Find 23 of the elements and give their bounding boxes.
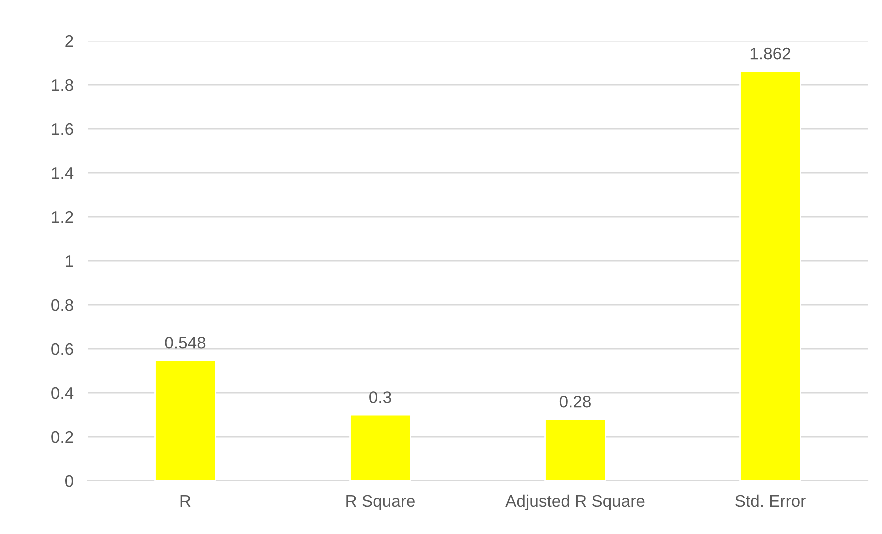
bar — [154, 360, 216, 481]
data-label: 0.3 — [370, 392, 392, 404]
data-label: 0.548 — [165, 337, 206, 349]
x-tick-label: Adjusted R Square — [506, 494, 645, 510]
y-tick-label: 1 — [66, 256, 74, 268]
data-label: 0.28 — [560, 396, 591, 408]
y-tick-label: 1.6 — [52, 123, 74, 136]
x-tick-label: Std. Error — [736, 494, 806, 508]
y-tick-label: 0.4 — [52, 387, 74, 400]
x-tick-label: R — [180, 496, 191, 507]
y-tick-label: 0.6 — [52, 343, 74, 356]
y-tick-label: 0 — [65, 475, 74, 488]
y-tick-label: 0.2 — [52, 431, 74, 444]
bar — [350, 414, 412, 481]
bar — [544, 418, 606, 481]
y-tick-label: 2 — [66, 35, 74, 48]
y-tick-label: 1.4 — [52, 168, 74, 180]
y-tick-label: 0.8 — [52, 299, 74, 312]
data-label: 1.862 — [750, 48, 791, 60]
x-tick-label: R Square — [346, 495, 415, 510]
y-tick-label: 1.8 — [52, 79, 74, 92]
bar — [740, 70, 802, 481]
y-tick-label: 1.2 — [52, 211, 74, 224]
